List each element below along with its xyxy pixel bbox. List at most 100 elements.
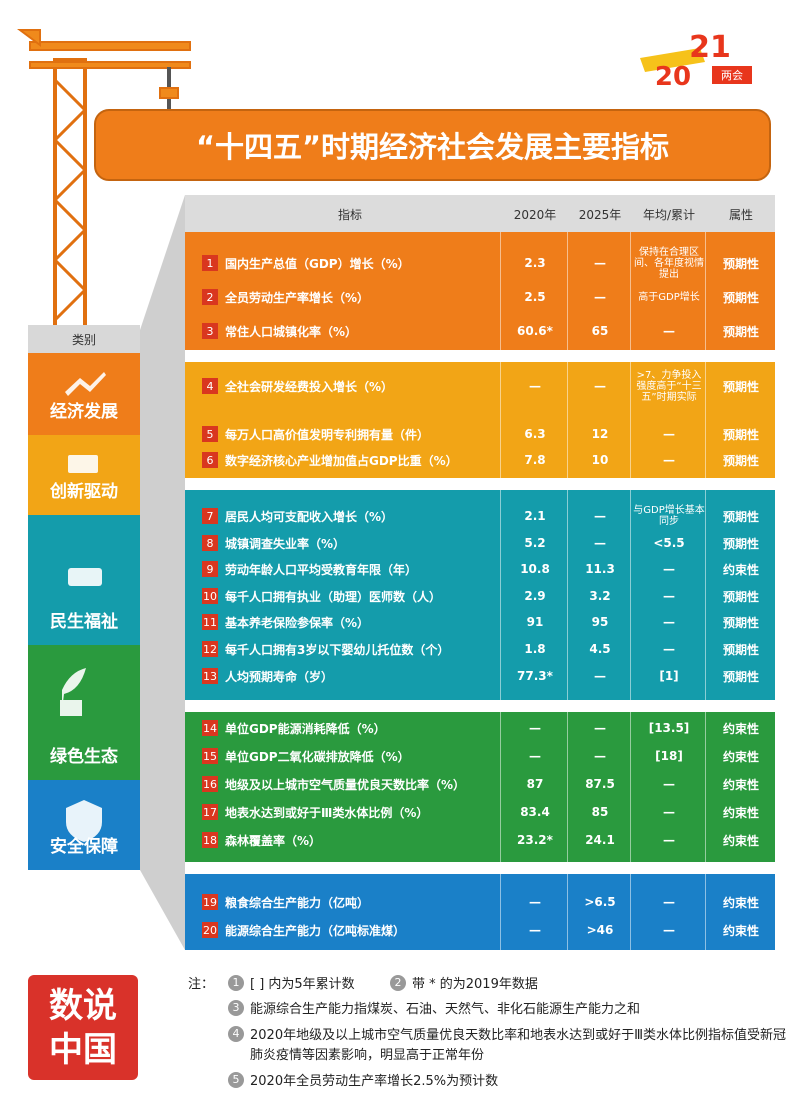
cell: 常住人口城镇化率（%） xyxy=(225,324,358,339)
column-header: 2025年 xyxy=(578,207,622,222)
cell: — xyxy=(529,749,541,763)
column-divider xyxy=(567,712,568,862)
note-text: 2020年地级及以上城市空气质量优良天数比率和地表水达到或好于Ⅲ类水体比例指标值… xyxy=(250,1028,787,1063)
column-divider xyxy=(705,362,706,478)
cell: 23.2* xyxy=(517,833,553,847)
cell: 人均预期寿命（岁） xyxy=(225,669,334,684)
column-divider xyxy=(567,490,568,700)
column-divider xyxy=(705,712,706,862)
column-divider xyxy=(567,232,568,350)
cell: 粮食综合生产能力（亿吨） xyxy=(225,895,370,910)
column-header: 指标 xyxy=(337,207,362,222)
cell: — xyxy=(529,379,541,393)
cell: 单位GDP二氧化碳排放降低（%） xyxy=(225,749,410,764)
cell: — xyxy=(663,833,675,847)
row-number: 8 xyxy=(202,535,218,551)
cell: 保持在合理区间、各年度视情提出 xyxy=(634,246,704,280)
group-bg xyxy=(185,232,775,350)
cell: 约束性 xyxy=(722,721,759,736)
cell: 85 xyxy=(591,805,609,819)
column-header: 属性 xyxy=(728,207,753,222)
cell: — xyxy=(594,749,606,763)
column-divider xyxy=(705,490,706,700)
row-number: 4 xyxy=(202,378,218,394)
cell: 1.8 xyxy=(524,642,546,656)
title: “十四五”时期经济社会发展主要指标 xyxy=(195,130,670,164)
row-number: 2 xyxy=(202,289,218,305)
column-divider xyxy=(705,874,706,950)
row-number: 9 xyxy=(202,561,218,577)
row-number: 12 xyxy=(202,641,218,657)
note-number: 3 xyxy=(228,1000,244,1016)
category-label: 安全保障 xyxy=(50,836,118,857)
logo-label: 两会 xyxy=(712,66,752,84)
row-number: 3 xyxy=(202,323,218,339)
category-label: 绿色生态 xyxy=(50,746,118,767)
cell: 约束性 xyxy=(722,895,759,910)
note-text: 能源综合生产能力指煤炭、石油、天然气、非化石能源生产能力之和 xyxy=(250,1002,641,1017)
note-number: 1 xyxy=(228,975,244,991)
cell: 10 xyxy=(591,453,609,467)
cell: <5.5 xyxy=(653,536,685,550)
cell: 单位GDP能源消耗降低（%） xyxy=(225,721,386,736)
column-divider xyxy=(630,490,631,700)
column-divider xyxy=(630,232,631,350)
cell: — xyxy=(594,536,606,550)
cell: 全员劳动生产率增长（%） xyxy=(225,290,370,305)
cell: 森林覆盖率（%） xyxy=(225,833,322,848)
row-number: 14 xyxy=(202,720,218,736)
note: 4 2020年地级及以上城市空气质量优良天数比率和地表水达到或好于Ⅲ类水体比例指标… xyxy=(228,1026,788,1066)
cell: 约束性 xyxy=(722,562,759,577)
cell: 预期性 xyxy=(722,290,759,305)
row-number: 5 xyxy=(202,426,218,442)
cell: — xyxy=(663,427,675,441)
cell: — xyxy=(663,615,675,629)
column-header: 2020年 xyxy=(513,207,557,222)
cell: 2.9 xyxy=(524,589,546,603)
cell: 劳动年龄人口平均受教育年限（年） xyxy=(225,562,418,577)
note-number: 5 xyxy=(228,1072,244,1088)
column-divider xyxy=(500,232,501,350)
cell: 2.3 xyxy=(524,256,546,270)
column-divider xyxy=(567,362,568,478)
cell: — xyxy=(663,895,675,909)
cell: 87.5 xyxy=(585,777,615,791)
cell: 预期性 xyxy=(722,589,759,604)
cell: 6.3 xyxy=(524,427,546,441)
cell: 约束性 xyxy=(722,777,759,792)
cell: — xyxy=(663,642,675,656)
column-divider xyxy=(630,712,631,862)
row-number: 17 xyxy=(202,804,218,820)
cell: — xyxy=(529,721,541,735)
cell: >7、力争投入强度高于“十三五”时期实际 xyxy=(636,369,702,403)
cell: — xyxy=(663,777,675,791)
note-text: [ ] 内为5年累计数 xyxy=(250,977,355,992)
category-label: 民生福祉 xyxy=(50,611,118,632)
cell: 每千人口拥有3岁以下婴幼儿托位数（个） xyxy=(225,642,450,657)
cell: — xyxy=(594,256,606,270)
cell: [1] xyxy=(659,669,679,683)
column-divider xyxy=(567,874,568,950)
logo-year-b: 21 xyxy=(689,29,731,65)
category-label: 经济发展 xyxy=(50,401,118,422)
cell: >46 xyxy=(586,923,614,937)
notes-label: 注： xyxy=(188,977,215,992)
cell: 65 xyxy=(591,324,609,338)
cell: — xyxy=(529,895,541,909)
cell: — xyxy=(594,290,606,304)
group-bg xyxy=(185,712,775,862)
category-label: 创新驱动 xyxy=(50,481,118,502)
cell: — xyxy=(594,721,606,735)
cell: 居民人均可支配收入增长（%） xyxy=(225,509,394,524)
note: 2 带 * 的为2019年数据 xyxy=(390,975,690,995)
column-divider xyxy=(500,712,501,862)
cell: 预期性 xyxy=(722,453,759,468)
cell: 91 xyxy=(526,615,544,629)
note: 1 [ ] 内为5年累计数 xyxy=(228,975,398,995)
cell: >6.5 xyxy=(584,895,616,909)
group-bg xyxy=(185,874,775,950)
cell: 95 xyxy=(591,615,609,629)
cell: 预期性 xyxy=(722,427,759,442)
cell: 预期性 xyxy=(722,642,759,657)
cell: 能源综合生产能力（亿吨标准煤） xyxy=(225,923,406,938)
